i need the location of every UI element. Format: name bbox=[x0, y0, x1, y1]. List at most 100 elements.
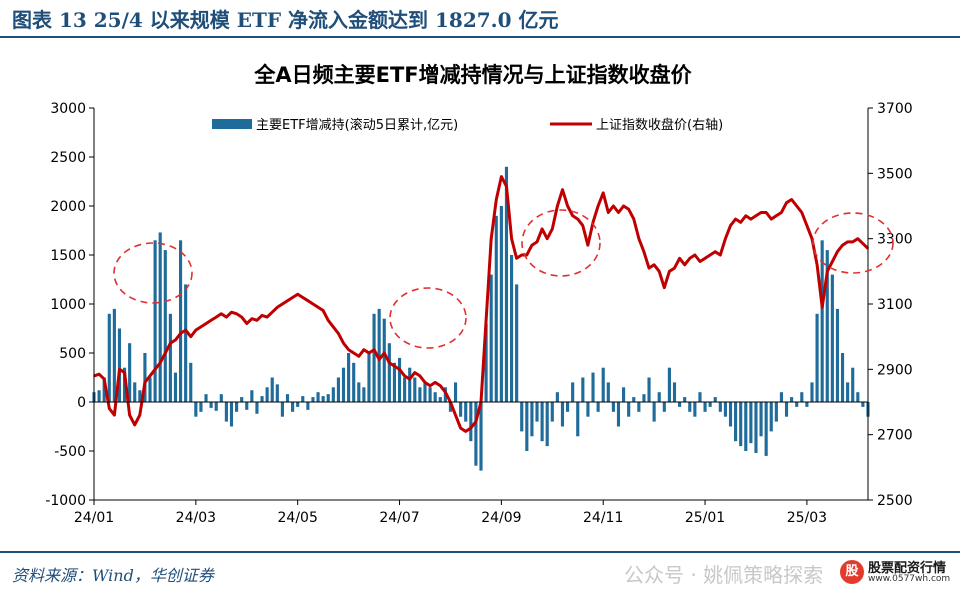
y-left-tick-label: 3000 bbox=[50, 101, 86, 117]
line-point bbox=[734, 218, 737, 220]
line-point bbox=[210, 319, 212, 322]
line-point bbox=[709, 254, 711, 256]
bar bbox=[270, 377, 274, 402]
line-point bbox=[312, 303, 314, 305]
line-point bbox=[622, 205, 625, 207]
line-point bbox=[444, 391, 447, 394]
line-point bbox=[159, 362, 161, 364]
bar bbox=[178, 240, 183, 402]
line-point bbox=[429, 384, 431, 387]
site-badge: 股 股票配资行情 www.0577wh.com bbox=[838, 557, 956, 587]
bar bbox=[525, 402, 529, 451]
highlight-circles bbox=[113, 209, 894, 349]
line-point bbox=[266, 316, 268, 318]
bar bbox=[774, 402, 778, 422]
bar bbox=[260, 396, 264, 402]
line-point bbox=[526, 254, 528, 256]
line-point bbox=[612, 205, 615, 207]
line-point bbox=[821, 306, 823, 309]
line-point bbox=[775, 215, 778, 217]
badge-name: 股票配资行情 bbox=[868, 561, 947, 576]
bar bbox=[280, 402, 284, 417]
line-point bbox=[806, 224, 808, 227]
line-point bbox=[164, 352, 167, 354]
bar bbox=[769, 402, 773, 432]
line-point bbox=[139, 414, 141, 416]
bar bbox=[723, 402, 727, 417]
line-point bbox=[755, 215, 757, 217]
bar bbox=[749, 402, 753, 444]
line-point bbox=[816, 264, 818, 266]
bar bbox=[296, 402, 300, 407]
line-point bbox=[454, 414, 457, 416]
bar bbox=[805, 402, 809, 407]
x-tick-label: 24/09 bbox=[481, 510, 521, 526]
line-point bbox=[587, 244, 589, 246]
line-point bbox=[388, 362, 391, 364]
bar bbox=[311, 397, 315, 402]
highlight-circle bbox=[521, 209, 601, 277]
line-point bbox=[780, 211, 783, 214]
bar bbox=[275, 384, 279, 402]
bar bbox=[459, 402, 463, 417]
line-point bbox=[673, 267, 676, 269]
line-point bbox=[490, 237, 492, 240]
line-point bbox=[179, 332, 182, 335]
line-point bbox=[571, 215, 574, 217]
bar bbox=[423, 382, 427, 402]
bar bbox=[509, 255, 514, 402]
bar bbox=[204, 394, 208, 402]
bar bbox=[708, 402, 712, 407]
line-point bbox=[113, 414, 116, 416]
line-point bbox=[790, 198, 793, 201]
line-point bbox=[327, 319, 330, 322]
bar bbox=[484, 323, 488, 402]
line-point bbox=[607, 211, 610, 214]
bar bbox=[158, 232, 162, 402]
bar bbox=[382, 318, 386, 402]
figure-footer: 资料来源：Wind，华创证券 公众号 · 姚佩策略探索 股 股票配资行情 www… bbox=[0, 551, 960, 591]
line-point bbox=[770, 218, 773, 220]
line-point bbox=[464, 430, 467, 433]
bar bbox=[784, 402, 789, 417]
line-point bbox=[189, 335, 192, 338]
line-point bbox=[332, 326, 335, 328]
bar bbox=[540, 402, 544, 442]
bar bbox=[245, 402, 249, 410]
line-point bbox=[744, 215, 747, 217]
line-point bbox=[256, 319, 258, 322]
line-point bbox=[862, 242, 864, 245]
bar bbox=[336, 377, 340, 402]
bar bbox=[184, 284, 188, 402]
bar bbox=[550, 402, 554, 422]
bar bbox=[408, 367, 412, 402]
line-point bbox=[551, 228, 554, 230]
line-point bbox=[582, 224, 584, 227]
bar bbox=[494, 215, 498, 402]
line-point bbox=[638, 237, 640, 240]
line-point bbox=[317, 306, 319, 309]
x-tick-label: 24/03 bbox=[176, 510, 216, 526]
source-note: 资料来源：Wind，华创证券 bbox=[12, 566, 214, 585]
line-point bbox=[98, 373, 100, 376]
bar bbox=[571, 382, 575, 402]
line-point bbox=[184, 329, 187, 331]
bar bbox=[667, 367, 671, 402]
bar bbox=[627, 402, 631, 417]
line-point bbox=[286, 299, 289, 302]
line-point bbox=[785, 201, 788, 204]
bar bbox=[214, 402, 218, 411]
line-point bbox=[378, 358, 380, 361]
y-right-tick-label: 3300 bbox=[877, 232, 913, 248]
bar bbox=[397, 357, 402, 402]
line-point bbox=[368, 352, 370, 354]
line-point bbox=[714, 250, 717, 253]
bar bbox=[632, 397, 636, 402]
bar bbox=[611, 402, 615, 412]
y-right-tick-label: 3100 bbox=[877, 297, 913, 313]
watermark: 公众号 · 姚佩策略探索 bbox=[624, 563, 824, 587]
line-point bbox=[515, 257, 518, 260]
bar bbox=[734, 402, 738, 442]
bar bbox=[403, 377, 407, 402]
bar bbox=[291, 402, 295, 412]
